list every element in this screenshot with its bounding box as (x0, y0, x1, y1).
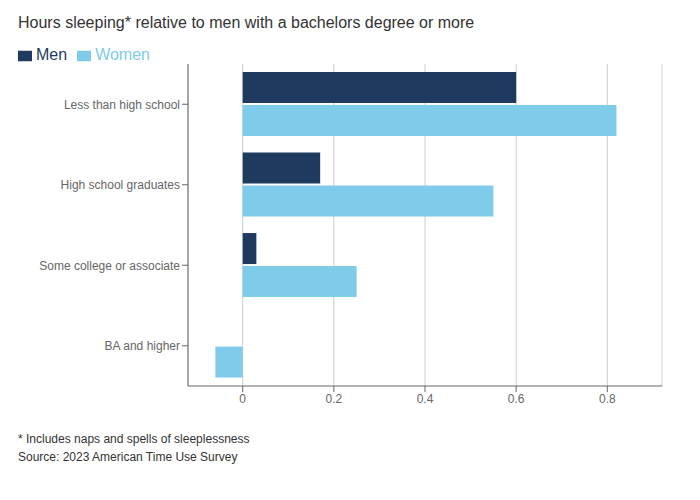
html-text:Hours sleeping* relative to me: Hours sleeping* relative to men with a b… (18, 14, 475, 31)
html-text:Women: Women (95, 46, 150, 63)
svg-text:0.4: 0.4 (417, 392, 434, 406)
svg-text:Less than high school: Less than high school (64, 98, 180, 112)
svg-text:Some college or associate: Some college or associate (39, 259, 180, 273)
html-text:* Includes naps and spells of: * Includes naps and spells of sleeplessn… (18, 432, 250, 446)
svg-text:BA and higher: BA and higher (105, 339, 180, 353)
html-text:Men: Men (36, 46, 68, 63)
svg-text:0.2: 0.2 (326, 392, 343, 406)
svg-text:0: 0 (239, 392, 246, 406)
svg-text:0.8: 0.8 (599, 392, 616, 406)
html-text:Source: 2023 American Time Use: Source: 2023 American Time Use Survey (18, 450, 238, 464)
svg-text:High school graduates: High school graduates (61, 178, 180, 192)
svg-text:0.6: 0.6 (508, 392, 525, 406)
